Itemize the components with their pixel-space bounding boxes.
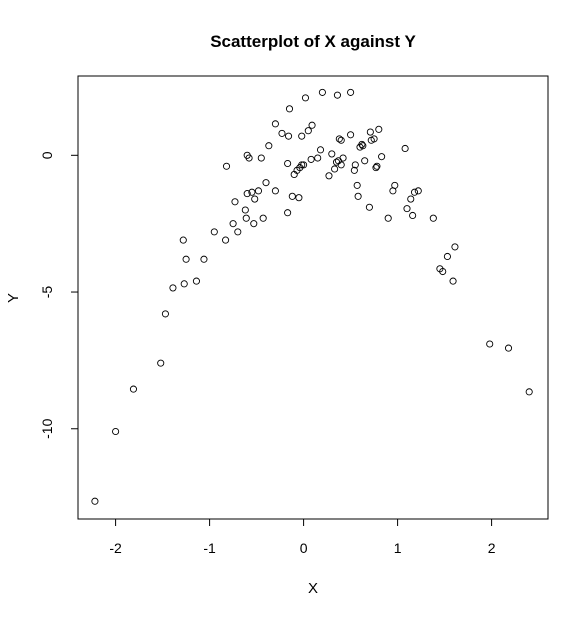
data-point xyxy=(526,389,532,395)
data-point xyxy=(193,278,199,284)
data-point xyxy=(450,278,456,284)
data-point xyxy=(255,188,261,194)
data-point xyxy=(452,244,458,250)
data-point xyxy=(243,215,249,221)
x-axis-label: X xyxy=(308,580,318,597)
data-point xyxy=(348,132,354,138)
data-point xyxy=(286,106,292,112)
data-point xyxy=(411,189,417,195)
data-point xyxy=(230,221,236,227)
data-point xyxy=(354,182,360,188)
data-point xyxy=(379,154,385,160)
data-point xyxy=(308,156,314,162)
data-point xyxy=(272,188,278,194)
data-point xyxy=(402,145,408,151)
data-point xyxy=(285,210,291,216)
data-point xyxy=(266,143,272,149)
data-point xyxy=(289,193,295,199)
data-point xyxy=(408,196,414,202)
y-tick-label: -10 xyxy=(39,418,55,438)
y-axis-label: Y xyxy=(5,293,22,303)
data-point xyxy=(366,204,372,210)
data-point xyxy=(258,155,264,161)
data-points xyxy=(92,89,532,504)
data-point xyxy=(162,311,168,317)
x-tick-label: 0 xyxy=(300,540,308,556)
data-point xyxy=(319,89,325,95)
data-point xyxy=(92,498,98,504)
data-point xyxy=(348,89,354,95)
data-point xyxy=(332,166,338,172)
data-point xyxy=(180,237,186,243)
data-point xyxy=(329,151,335,157)
data-point xyxy=(299,133,305,139)
data-point xyxy=(334,92,340,98)
data-point xyxy=(223,163,229,169)
x-tick-label: 1 xyxy=(394,540,402,556)
data-point xyxy=(251,221,257,227)
data-point xyxy=(355,193,361,199)
data-point xyxy=(305,128,311,134)
data-point xyxy=(309,122,315,128)
data-point xyxy=(392,182,398,188)
data-point xyxy=(201,256,207,262)
data-point xyxy=(317,147,323,153)
data-point xyxy=(272,121,278,127)
data-point xyxy=(302,95,308,101)
data-point xyxy=(385,215,391,221)
data-point xyxy=(113,428,119,434)
x-tick-label: -1 xyxy=(203,540,216,556)
data-point xyxy=(222,237,228,243)
data-point xyxy=(285,133,291,139)
data-point xyxy=(410,212,416,218)
data-point xyxy=(279,130,285,136)
data-point xyxy=(404,206,410,212)
data-point xyxy=(170,285,176,291)
x-axis: -2 -1 0 1 2 xyxy=(109,519,495,556)
data-point xyxy=(338,137,344,143)
data-point xyxy=(362,158,368,164)
data-point xyxy=(326,173,332,179)
data-point xyxy=(315,155,321,161)
y-tick-label: -5 xyxy=(39,286,55,299)
data-point xyxy=(252,196,258,202)
data-point xyxy=(285,160,291,166)
data-point xyxy=(158,360,164,366)
data-point xyxy=(260,215,266,221)
data-point xyxy=(232,199,238,205)
data-point xyxy=(430,215,436,221)
data-point xyxy=(487,341,493,347)
x-tick-label: -2 xyxy=(109,540,122,556)
data-point xyxy=(235,229,241,235)
data-point xyxy=(367,129,373,135)
data-point xyxy=(211,229,217,235)
chart-title: Scatterplot of X against Y xyxy=(210,32,416,51)
data-point xyxy=(340,155,346,161)
data-point xyxy=(181,281,187,287)
data-point xyxy=(130,386,136,392)
data-point xyxy=(296,195,302,201)
data-point xyxy=(415,188,421,194)
y-axis: -10 -5 0 xyxy=(39,151,78,439)
data-point xyxy=(505,345,511,351)
plot-frame xyxy=(78,76,548,519)
y-tick-label: 0 xyxy=(39,151,55,159)
data-point xyxy=(263,180,269,186)
data-point xyxy=(376,126,382,132)
data-point xyxy=(444,253,450,259)
x-tick-label: 2 xyxy=(488,540,496,556)
data-point xyxy=(183,256,189,262)
data-point xyxy=(242,207,248,213)
